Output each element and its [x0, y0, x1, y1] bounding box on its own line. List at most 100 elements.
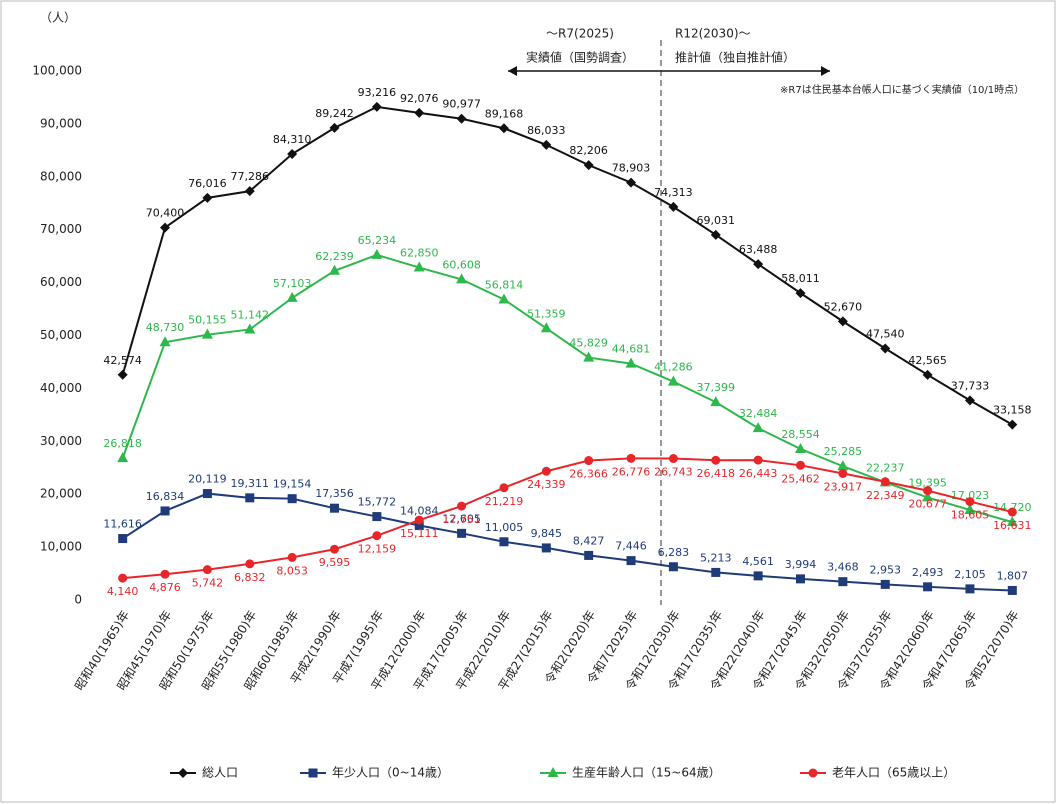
point [160, 506, 170, 516]
point [287, 149, 298, 160]
point [118, 534, 128, 544]
point [372, 531, 382, 541]
point [457, 528, 467, 538]
point [117, 369, 128, 380]
data-label: 9,595 [319, 556, 351, 569]
data-label: 89,242 [315, 107, 354, 120]
data-label: 4,561 [742, 555, 774, 568]
point [159, 336, 171, 347]
data-label: 78,903 [612, 162, 651, 175]
data-label: 25,285 [824, 445, 863, 458]
data-label: 26,418 [697, 467, 736, 480]
data-label: 74,313 [654, 186, 693, 199]
annotation: R12(2030)～ [675, 27, 751, 41]
y-tick-label: 70,000 [40, 222, 82, 236]
point [245, 493, 255, 503]
point [584, 550, 594, 560]
point [668, 454, 678, 464]
y-tick-label: 100,000 [32, 64, 82, 78]
data-label: 41,286 [654, 361, 693, 374]
data-label: 26,776 [612, 465, 651, 478]
data-label: 22,237 [866, 461, 905, 474]
y-tick-label: 20,000 [40, 487, 82, 501]
point [583, 160, 594, 171]
point [838, 577, 848, 587]
y-tick-label: 30,000 [40, 434, 82, 448]
data-label: 15,772 [358, 496, 397, 509]
series-line [121, 105, 1013, 426]
point [880, 477, 890, 487]
point [1007, 507, 1017, 517]
y-tick-label: 10,000 [40, 540, 82, 554]
point [880, 579, 890, 589]
point [837, 316, 848, 327]
data-label: 9,845 [531, 527, 563, 540]
data-label: 19,154 [273, 478, 312, 491]
point [540, 322, 552, 333]
data-label: 19,395 [908, 476, 947, 489]
point [1007, 585, 1017, 595]
data-label: 42,574 [103, 354, 142, 367]
point [244, 186, 255, 197]
point [413, 261, 425, 272]
data-label: 1,807 [997, 569, 1029, 582]
point [710, 229, 721, 240]
point [837, 460, 849, 471]
data-label: 48,730 [146, 321, 185, 334]
point [456, 113, 467, 124]
point [329, 264, 340, 275]
point [583, 351, 595, 362]
data-label: 11,005 [485, 521, 524, 534]
point [372, 512, 382, 522]
point [498, 293, 510, 304]
data-label: 26,818 [103, 437, 142, 450]
data-label: 2,105 [954, 568, 986, 581]
data-label: 24,339 [527, 478, 566, 491]
data-label: 86,033 [527, 124, 566, 137]
point [964, 503, 976, 514]
point [1006, 516, 1018, 527]
legend-marker [808, 768, 818, 778]
point [457, 501, 467, 511]
data-label: 42,565 [908, 354, 947, 367]
data-label: 37,733 [951, 379, 990, 392]
data-label: 44,681 [612, 343, 651, 356]
point [796, 574, 805, 584]
point [499, 537, 509, 547]
data-label: 22,349 [866, 489, 905, 502]
point [796, 460, 805, 470]
y-tick-label: 50,000 [40, 328, 82, 342]
point [371, 101, 382, 112]
data-label: 77,286 [231, 170, 270, 183]
point [668, 562, 678, 572]
legend-marker [547, 767, 559, 777]
data-label: 70,400 [146, 207, 185, 220]
data-label: 62,239 [315, 250, 354, 263]
data-label: 76,016 [188, 177, 227, 190]
point [923, 486, 933, 496]
data-label: 25,462 [781, 472, 820, 485]
legend-marker [308, 768, 318, 778]
data-label: 93,216 [358, 86, 397, 99]
point [626, 177, 637, 188]
point [414, 107, 425, 118]
point [118, 573, 128, 583]
point [202, 489, 212, 499]
point [371, 248, 383, 259]
point [244, 323, 256, 334]
data-label: 3,994 [785, 558, 817, 571]
data-label: 52,670 [824, 300, 863, 313]
point [753, 455, 763, 465]
point [287, 552, 297, 562]
data-label: 28,554 [781, 428, 820, 441]
point [541, 466, 551, 476]
y-tick-label: 40,000 [40, 381, 82, 395]
point [667, 375, 679, 386]
point [626, 453, 636, 463]
point [795, 288, 806, 299]
point [329, 122, 340, 133]
point [880, 343, 891, 354]
point [965, 497, 975, 507]
point [795, 442, 806, 453]
